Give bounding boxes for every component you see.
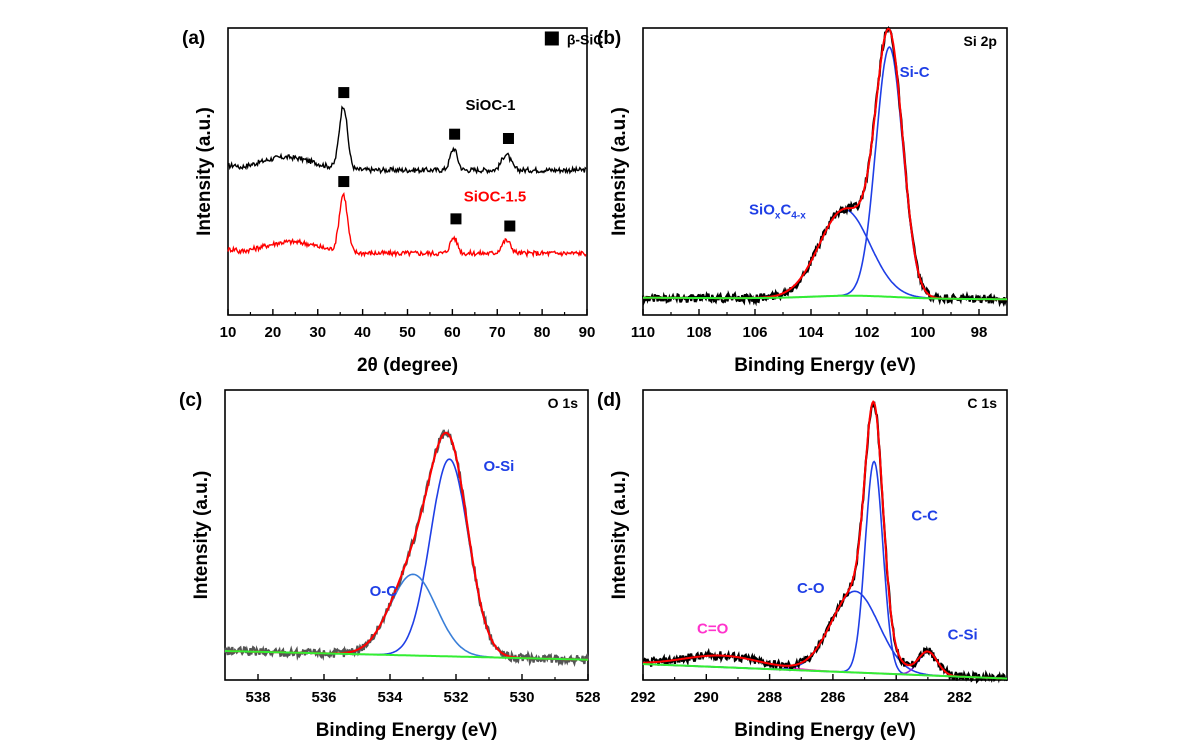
x-axis-title: Binding Energy (eV) (734, 720, 916, 741)
y-axis-title: Intensity (a.u.) (609, 107, 630, 236)
x-tick-label: 530 (509, 689, 534, 706)
panel-tag: C 1s (967, 395, 997, 411)
legend-marker (544, 31, 559, 46)
x-tick-label: 528 (575, 689, 600, 706)
fit-envelope-line (643, 27, 1007, 301)
plot-frame (224, 389, 589, 681)
beta-sic-marker (338, 176, 350, 188)
annotation: SiOC-1.5 (464, 189, 527, 206)
fit-envelope-line (225, 431, 588, 661)
x-tick-label: 108 (686, 324, 711, 341)
x-tick-label: 102 (854, 324, 879, 341)
annotation: O-C (370, 583, 398, 600)
x-axis-title: Binding Energy (eV) (734, 355, 916, 376)
y-axis-title: Intensity (a.u.) (609, 471, 630, 600)
x-tick-label: 536 (311, 689, 336, 706)
x-tick-label: 282 (947, 689, 972, 706)
x-tick-label: 106 (742, 324, 767, 341)
x-tick-label: 104 (798, 324, 824, 341)
annotation: C=O (697, 621, 729, 638)
panel-b: 110 108 106 104 102 100 98 Binding Energy (eV) I… (597, 25, 1008, 376)
panel-letter: (b) (597, 28, 621, 49)
x-tick-label: 532 (443, 689, 468, 706)
x-tick-label: 290 (694, 689, 719, 706)
component-o-c (225, 573, 588, 661)
x-tick-label: 70 (489, 324, 506, 341)
x-axis-title: Binding Energy (eV) (316, 720, 498, 741)
panel-a: 10 20 30 40 50 60 70 80 90 2θ (degree) Intensity (… (182, 27, 604, 376)
beta-sic-marker (450, 213, 462, 225)
legend-label: β-SiC (567, 31, 604, 47)
x-tick-label: 90 (579, 324, 596, 341)
panel-c: 538 536 534 532 530 528 Binding Energy (eV) Int… (179, 389, 601, 741)
annotation-mid: C (780, 202, 791, 219)
background-line (643, 294, 1007, 301)
series-line-sioc-1-5 (227, 191, 587, 259)
annotation: Si-C (900, 64, 930, 81)
x-tick-label: 30 (309, 324, 326, 341)
beta-sic-marker (502, 132, 514, 144)
x-tick-label: 20 (265, 324, 282, 341)
plot-frame (642, 27, 1008, 316)
background-line (642, 663, 1007, 680)
component-c-c (642, 460, 1007, 680)
x-tick-label: 50 (399, 324, 416, 341)
plot-frame (642, 389, 1008, 681)
x-tick-label: 80 (534, 324, 551, 341)
x-tick-label: 284 (884, 689, 910, 706)
annotation-sub: x (775, 211, 781, 222)
beta-sic-marker (504, 220, 516, 232)
x-tick-label: 534 (377, 689, 403, 706)
beta-sic-marker (449, 128, 461, 140)
y-axis-title: Intensity (a.u.) (191, 471, 212, 600)
annotation: C-O (797, 580, 825, 597)
x-tick-label: 10 (220, 324, 237, 341)
background-line (225, 650, 588, 661)
x-tick-label: 292 (630, 689, 655, 706)
annotation: SiOC-1 (466, 97, 516, 114)
x-tick-label: 538 (245, 689, 270, 706)
annotation-sub: 4-x (791, 211, 806, 222)
component-si-c (643, 46, 1007, 300)
annotation: C-C (911, 508, 938, 525)
panel-letter: (a) (182, 28, 205, 49)
fit-envelope-line (643, 400, 1007, 680)
x-tick-label: 288 (757, 689, 782, 706)
x-tick-label: 60 (444, 324, 461, 341)
raw-data-line (641, 25, 1008, 308)
beta-sic-marker (338, 87, 350, 99)
panel-tag: Si 2p (964, 33, 997, 49)
x-tick-label: 110 (631, 324, 655, 341)
panel-letter: (c) (179, 390, 202, 411)
panel-tag: O 1s (548, 395, 579, 411)
annotation: SiOxC4-x (749, 202, 806, 222)
panel-letter: (d) (597, 390, 621, 411)
x-tick-label: 40 (354, 324, 371, 341)
component-sioxc4-x (643, 208, 1007, 300)
series-line-sioc-1 (227, 105, 587, 175)
y-axis-title: Intensity (a.u.) (194, 107, 215, 236)
x-axis-title: 2θ (degree) (357, 355, 458, 376)
panel-d: 292 290 288 286 284 282 Binding Energy (eV) Int… (597, 389, 1009, 741)
annotation: C-Si (948, 626, 978, 643)
raw-data-line (223, 428, 590, 668)
x-tick-label: 98 (971, 324, 988, 341)
x-tick-label: 100 (910, 324, 935, 341)
x-tick-label: 286 (820, 689, 845, 706)
annotation: O-Si (483, 458, 514, 475)
